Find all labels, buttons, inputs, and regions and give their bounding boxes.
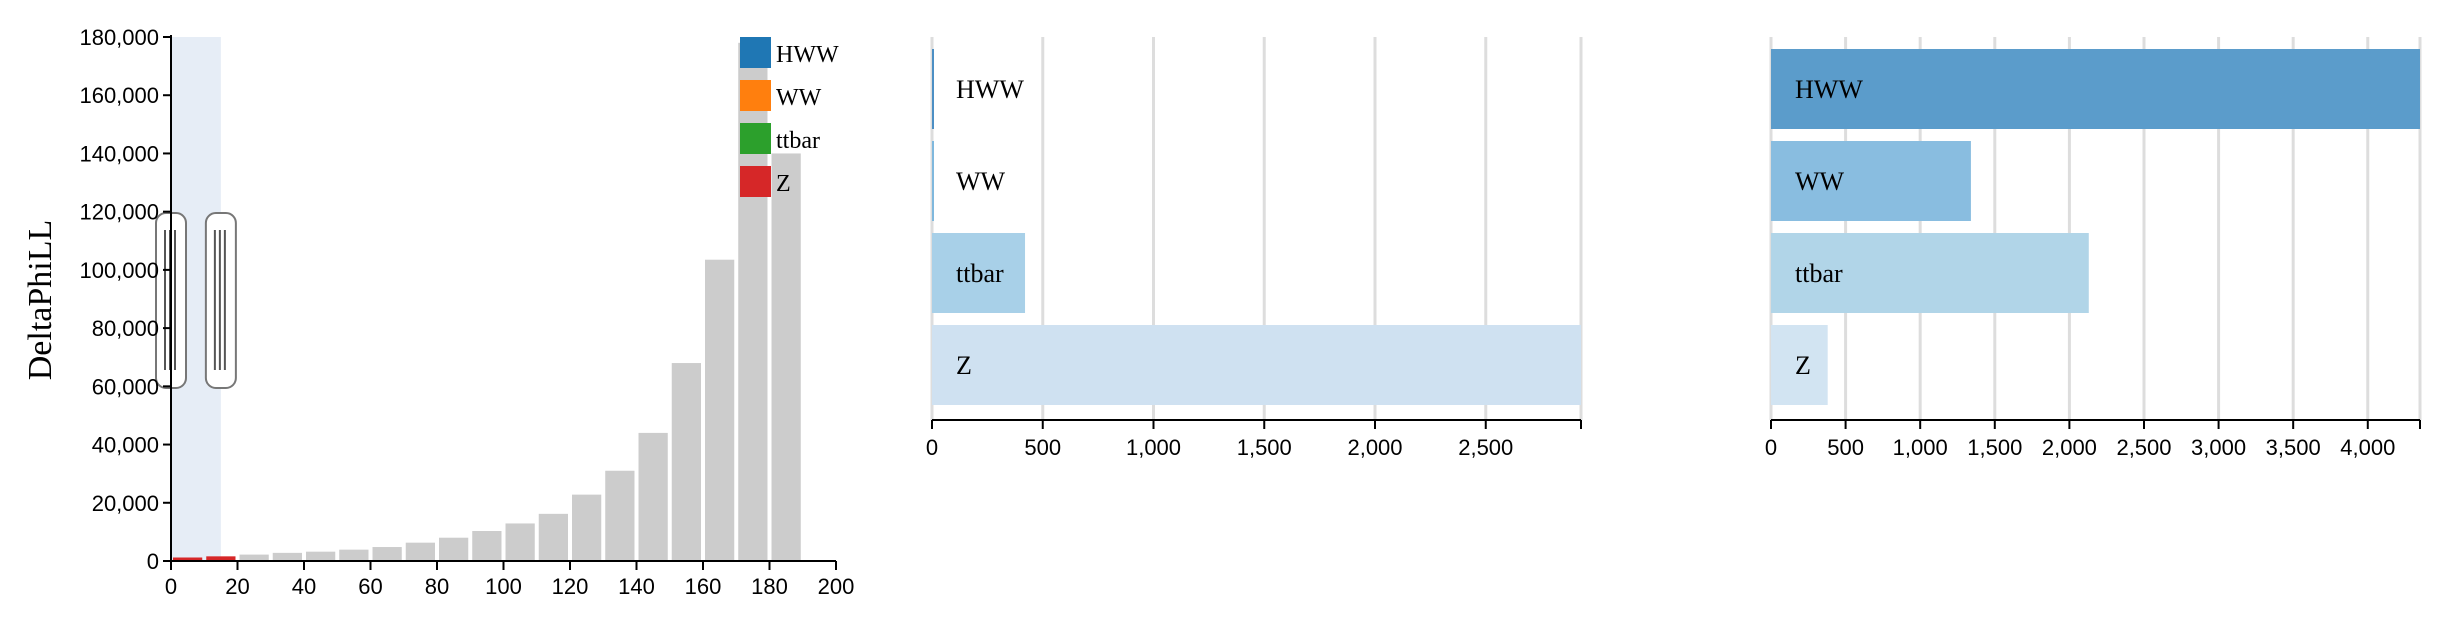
histogram-bar[interactable] [206, 556, 236, 561]
y-tick-label: 60,000 [92, 374, 159, 399]
x-tick-label: 3,000 [2191, 435, 2246, 460]
histogram-bar[interactable] [272, 552, 302, 561]
x-tick-label: 20 [225, 574, 249, 599]
legend-label: HWW [776, 42, 839, 68]
x-tick-label: 160 [685, 574, 722, 599]
category-bar[interactable] [1771, 325, 1828, 405]
x-tick-label: 1,000 [1126, 435, 1181, 460]
category-label: Z [956, 351, 972, 380]
legend-label: ttbar [776, 128, 820, 154]
x-tick-label: 140 [618, 574, 655, 599]
histogram-bar[interactable] [439, 537, 469, 561]
histogram-bar[interactable] [705, 259, 735, 561]
category-totals-chart: HWW WW ttbar Z 0 500 1,000 1,500 2,000 2,500 3,000… [1765, 37, 2422, 460]
y-axis-label: DeltaPhiLL [22, 220, 59, 381]
y-tick-label: 40,000 [92, 433, 159, 458]
histogram-bar[interactable] [605, 470, 635, 561]
histogram-bar[interactable] [538, 513, 568, 561]
x-tick-label: 1,000 [1893, 435, 1948, 460]
x-tick-label: 1,500 [1967, 435, 2022, 460]
histogram-chart: 0 20,000 40,000 60,000 80,000 100,000 120,000 1… [22, 25, 854, 599]
histogram-bar[interactable] [638, 432, 668, 561]
histogram-bar[interactable] [372, 547, 402, 561]
category-bar[interactable] [932, 49, 934, 129]
category-bar[interactable] [932, 233, 1026, 313]
y-tick-label: 140,000 [79, 141, 159, 166]
x-tick-label: 0 [1765, 435, 1777, 460]
x-tick-label: 500 [1827, 435, 1864, 460]
x-tick-label: 40 [292, 574, 316, 599]
x-tick-label: 180 [751, 574, 788, 599]
category-bar[interactable] [1771, 233, 2089, 313]
x-tick-label: 3,500 [2266, 435, 2321, 460]
y-tick-label: 160,000 [79, 83, 159, 108]
category-counts-chart: HWW WW ttbar Z 0 500 1,000 1,500 2,000 2,500 [926, 37, 1583, 460]
legend-swatch[interactable] [740, 166, 771, 197]
legend-label: Z [776, 171, 791, 197]
x-tick-label: 100 [485, 574, 522, 599]
category-bar[interactable] [1771, 49, 2420, 129]
histogram-bar[interactable] [173, 557, 203, 561]
legend-swatch[interactable] [740, 37, 771, 68]
histogram-bar[interactable] [738, 42, 768, 562]
category-label: HWW [956, 75, 1024, 104]
histogram-bar[interactable] [405, 542, 435, 561]
brush-handle-right[interactable] [204, 212, 237, 389]
x-tick-label: 0 [926, 435, 938, 460]
x-tick-label: 2,000 [2042, 435, 2097, 460]
category-bar[interactable] [932, 141, 934, 221]
y-tick-label: 100,000 [79, 258, 159, 283]
category-label: ttbar [956, 259, 1004, 288]
histogram-bar[interactable] [505, 523, 535, 561]
category-label: Z [1795, 351, 1811, 380]
histogram-bar[interactable] [671, 363, 701, 561]
category-label: HWW [1795, 75, 1863, 104]
y-tick-label: 20,000 [92, 491, 159, 516]
x-tick-label: 500 [1024, 435, 1061, 460]
x-tick-label: 1,500 [1237, 435, 1292, 460]
histogram-bar[interactable] [306, 551, 336, 561]
x-tick-label: 120 [552, 574, 589, 599]
y-tick-label: 0 [147, 549, 159, 574]
x-tick-label: 4,000 [2340, 435, 2395, 460]
legend-swatch[interactable] [740, 123, 771, 154]
x-tick-label: 2,500 [2116, 435, 2171, 460]
histogram-bar[interactable] [771, 153, 801, 561]
category-label: WW [1795, 167, 1845, 196]
histogram-bar[interactable] [239, 554, 269, 561]
x-tick-label: 2,000 [1347, 435, 1402, 460]
category-label: ttbar [1795, 259, 1843, 288]
x-tick-label: 2,500 [1458, 435, 1513, 460]
category-bar[interactable] [1771, 141, 1971, 221]
y-tick-label: 120,000 [79, 200, 159, 225]
y-tick-label: 180,000 [79, 25, 159, 50]
x-tick-label: 0 [165, 574, 177, 599]
x-tick-label: 60 [358, 574, 382, 599]
category-bar[interactable] [932, 325, 1581, 405]
x-tick-label: 200 [818, 574, 855, 599]
x-tick-label: 80 [425, 574, 449, 599]
histogram-bar[interactable] [572, 494, 602, 561]
histogram-bar[interactable] [472, 531, 502, 561]
histogram-bar[interactable] [339, 549, 369, 561]
legend-swatch[interactable] [740, 80, 771, 111]
category-label: WW [956, 167, 1006, 196]
y-tick-label: 80,000 [92, 316, 159, 341]
legend-label: WW [776, 85, 822, 111]
